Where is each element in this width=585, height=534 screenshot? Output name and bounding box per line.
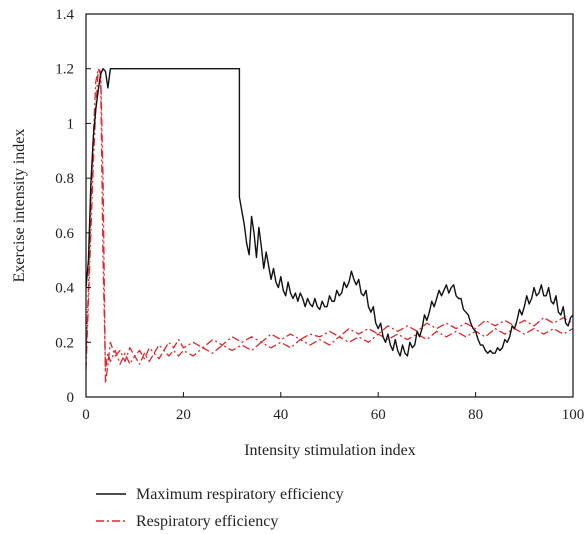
legend-label-respiratory-efficiency: Respiratory efficiency (136, 513, 278, 530)
y-axis: 0 0.2 0.4 0.6 0.8 1 1.2 1.4 (55, 7, 91, 406)
x-tick-label: 40 (273, 407, 288, 423)
series-line-maximum-respiratory-efficiency (86, 68, 573, 357)
x-axis: 0 20 40 60 80 100 (82, 392, 584, 423)
plot-area-frame (85, 13, 574, 398)
series-line-secondary-2 (86, 68, 573, 371)
legend-label-maximum-respiratory-efficiency: Maximum respiratory efficiency (136, 486, 344, 503)
y-axis-label: Exercise intensity index (11, 129, 28, 283)
x-axis-label: Intensity stimulation index (244, 442, 416, 459)
series-layer (86, 68, 573, 384)
y-tick-label: 0 (67, 390, 75, 406)
y-tick-label: 1.4 (55, 7, 74, 23)
y-tick-label: 0.4 (55, 281, 74, 297)
x-tick-label: 0 (82, 407, 90, 423)
y-tick-label: 0.2 (55, 335, 74, 351)
x-tick-label: 20 (176, 407, 191, 423)
y-tick-label: 1 (67, 116, 75, 132)
x-tick-label: 60 (371, 407, 386, 423)
y-tick-label: 1.2 (55, 62, 74, 78)
x-tick-label: 100 (562, 407, 585, 423)
y-tick-label: 0.6 (55, 226, 74, 242)
series-line-respiratory-efficiency (86, 68, 573, 384)
legend: Maximum respiratory efficiency Respirato… (96, 486, 344, 530)
x-tick-label: 80 (468, 407, 483, 423)
y-tick-label: 0.8 (55, 171, 74, 187)
